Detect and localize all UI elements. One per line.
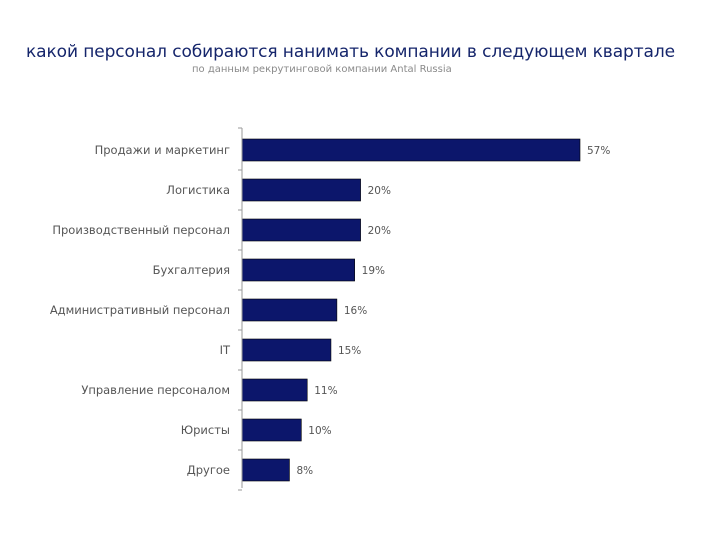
bar (241, 298, 338, 322)
value-label: 8% (296, 465, 313, 477)
bar (241, 258, 355, 282)
bar (241, 178, 361, 202)
category-label: Бухгалтерия (153, 263, 230, 277)
value-label: 10% (308, 425, 331, 437)
category-label: Управление персоналом (81, 383, 230, 397)
labels-group: Продажи и маркетинг 57% Логистика 20% Произв… (50, 143, 611, 477)
bar (241, 418, 302, 442)
value-label: 16% (344, 305, 367, 317)
category-label: Административный персонал (50, 303, 230, 317)
bar (241, 458, 290, 482)
bar (241, 218, 361, 242)
category-label: Производственный персонал (52, 223, 230, 237)
category-label: IT (220, 343, 231, 357)
bar (241, 338, 332, 362)
bars-group (238, 127, 581, 491)
value-label: 20% (368, 185, 391, 197)
value-label: 11% (314, 385, 337, 397)
bar (241, 138, 581, 162)
value-label: 57% (587, 145, 610, 157)
category-label: Логистика (166, 183, 230, 197)
bar (241, 378, 308, 402)
value-label: 20% (368, 225, 391, 237)
category-label: Продажи и маркетинг (95, 143, 230, 157)
chart-title: какой персонал собираются нанимать компа… (26, 42, 675, 62)
chart-subtitle: по данным рекрутинговой компании Antal R… (192, 64, 452, 75)
value-label: 15% (338, 345, 361, 357)
category-label: Другое (187, 463, 230, 477)
category-label: Юристы (181, 423, 230, 437)
value-label: 19% (362, 265, 385, 277)
